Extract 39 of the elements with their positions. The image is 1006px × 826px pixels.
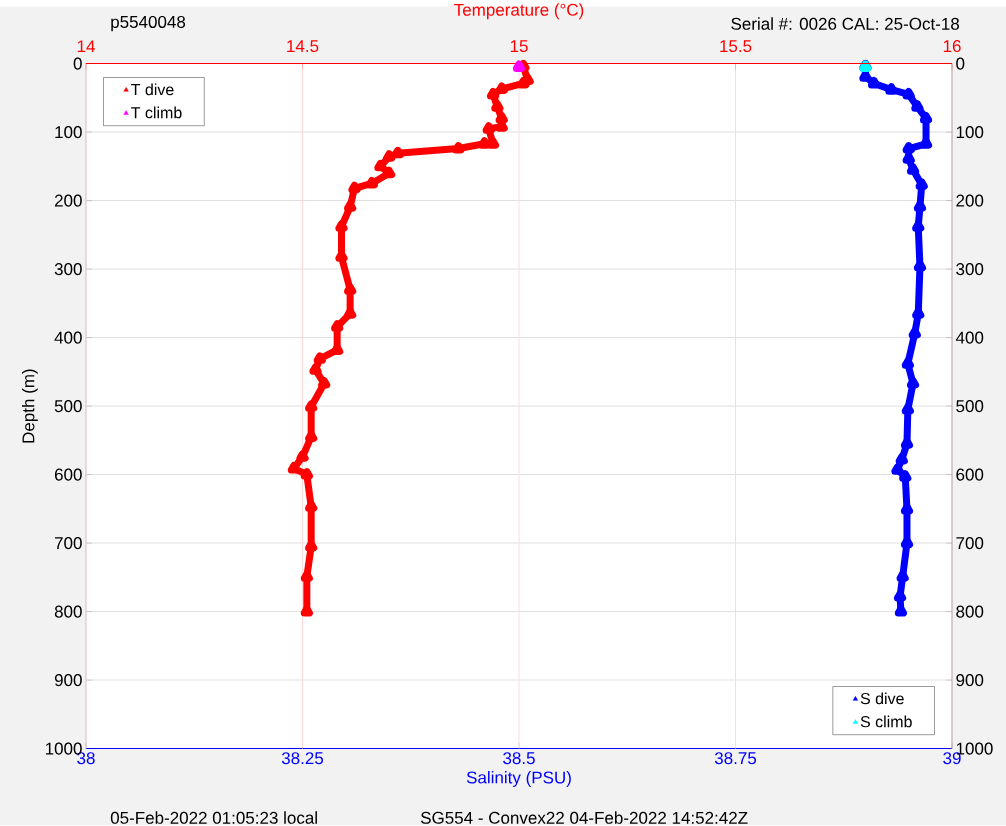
y-tick-label: 0 [73, 57, 82, 70]
y2-tick-label: 400 [955, 331, 984, 344]
text: 05-Feb-2022 01:05:23 local [110, 811, 317, 825]
x2-tick-label: 15.5 [720, 40, 752, 53]
y2-tick-label: 900 [956, 674, 984, 687]
y2-tick-label: 500 [956, 400, 984, 413]
x-axis-title: Salinity (PSU) [466, 771, 571, 788]
x2-tick-label: 16 [943, 40, 961, 53]
x-tick-label: 38.25 [281, 752, 324, 765]
y2-tick-label: 0 [956, 57, 965, 70]
legend-label: T climb [131, 106, 182, 119]
legend-label: T dive [131, 83, 174, 96]
y-tick-label: 800 [54, 605, 82, 618]
y-tick-label: 200 [54, 194, 82, 207]
x-tick-label: 38.5 [503, 752, 535, 765]
y2-tick-label: 300 [956, 263, 984, 276]
y-tick-label: 100 [55, 126, 82, 139]
x2-tick-label: 14.5 [287, 40, 319, 53]
y-tick-label: 600 [54, 468, 82, 481]
x2-tick-label: 14 [77, 40, 95, 53]
y-tick-label: 300 [54, 263, 82, 276]
y2-tick-label: 100 [956, 126, 984, 139]
legend-label: S climb [860, 715, 912, 728]
y-tick-label: 400 [54, 331, 82, 344]
y-tick-label: 700 [54, 537, 82, 550]
y-tick-label: 900 [54, 674, 82, 687]
y-tick-label: 500 [54, 400, 82, 413]
legend-label: S dive [860, 692, 904, 705]
x-tick-label: 38.75 [714, 752, 757, 765]
y2-tick-label: 700 [956, 537, 984, 550]
y-axis-title: Depth (m) [21, 369, 38, 443]
text: p5540048 [111, 16, 186, 32]
y2-tick-label: 600 [956, 468, 984, 481]
x2-axis-title: Temperature (°C) [454, 3, 584, 20]
text: SG554 - Convex22 04-Feb-2022 14:52:42Z [420, 811, 748, 825]
y2-tick-label: 200 [956, 194, 984, 207]
y2-tick-label: 800 [956, 605, 984, 618]
x2-tick-label: 15 [510, 40, 528, 53]
text: Serial #: 0026 CAL: 25-Oct-18 [731, 17, 960, 31]
